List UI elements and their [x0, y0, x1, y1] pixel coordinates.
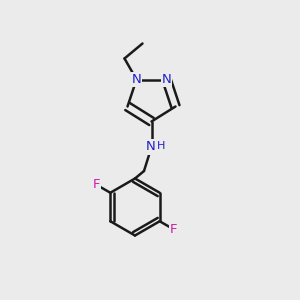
Text: H: H [157, 141, 166, 151]
Text: N: N [162, 73, 171, 86]
Text: N: N [146, 140, 155, 154]
Text: F: F [92, 178, 100, 191]
Text: N: N [132, 73, 141, 86]
Text: F: F [170, 223, 178, 236]
